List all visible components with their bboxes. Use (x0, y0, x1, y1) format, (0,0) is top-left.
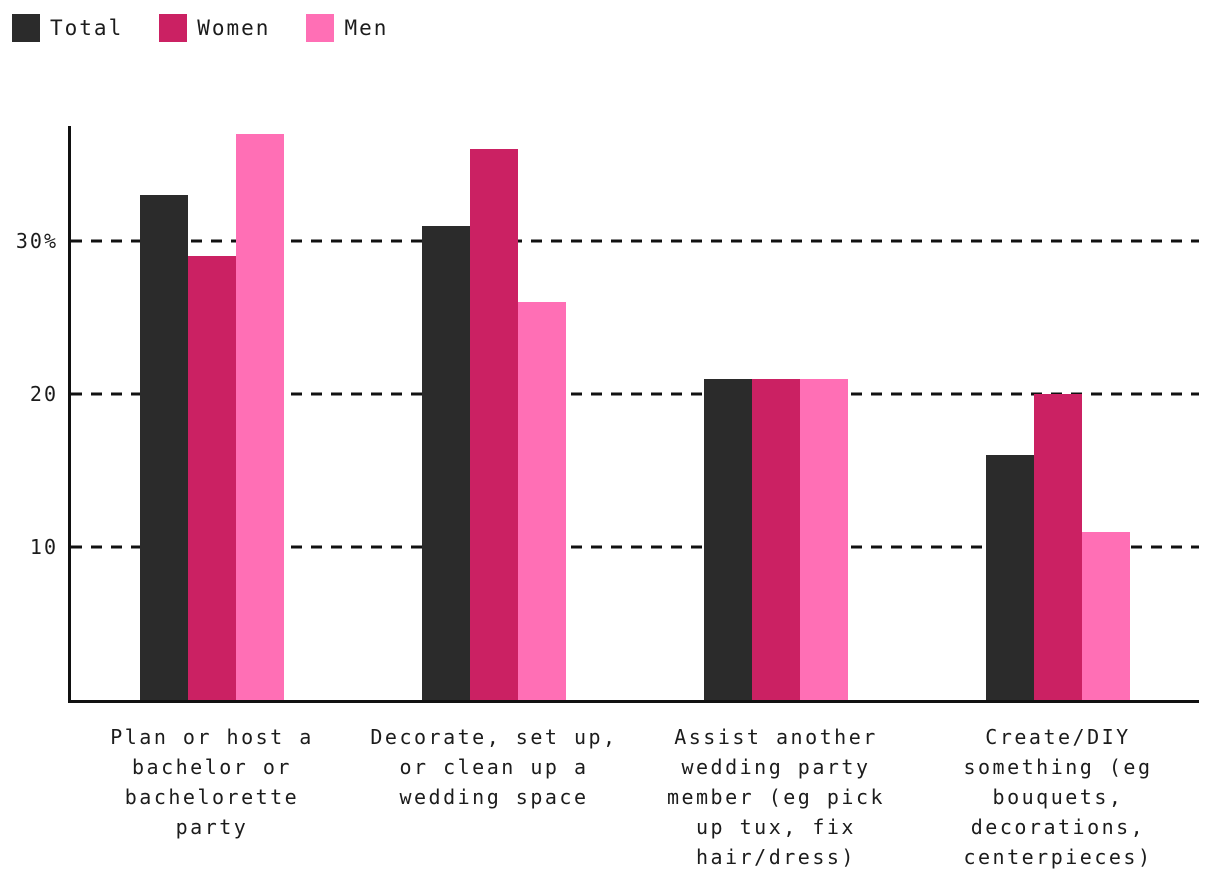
x-label-slot-3: Assist another wedding party member (eg … (635, 722, 917, 872)
legend-item-men: Men (306, 14, 388, 42)
x-axis-label: Plan or host a bachelor or bachelorette … (110, 725, 314, 839)
legend-item-total: Total (12, 14, 123, 42)
legend-label: Women (197, 16, 271, 40)
x-axis-label: Create/DIY something (eg bouquets, decor… (963, 725, 1153, 869)
x-label-slot-1: Plan or host a bachelor or bachelorette … (71, 722, 353, 872)
bar-group-2 (353, 126, 635, 700)
legend-swatch-men (306, 14, 335, 42)
bar-women (1034, 393, 1082, 700)
bar-group-1 (71, 126, 353, 700)
legend-swatch-total (12, 14, 40, 42)
legend-item-women: Women (159, 14, 270, 42)
bar-total (986, 455, 1034, 700)
y-tick-label-20: 20 (29, 381, 58, 406)
bar-women (752, 378, 800, 700)
gridline-10 (71, 545, 1199, 549)
bar-men (518, 302, 566, 700)
legend-label: Men (344, 16, 389, 40)
x-axis-label: Assist another wedding party member (eg … (666, 725, 886, 869)
legend-label: Total (50, 16, 124, 40)
y-tick-label-30: 30% (15, 228, 58, 253)
bar-total (140, 194, 188, 700)
gridline-30 (71, 239, 1199, 243)
legend: Total Women Men (12, 14, 388, 42)
bar-men (800, 378, 848, 700)
bar-total (422, 225, 470, 700)
x-label-slot-4: Create/DIY something (eg bouquets, decor… (917, 722, 1199, 872)
gridline-20 (71, 392, 1199, 396)
y-tick-label-10: 10 (29, 534, 58, 559)
bar-women (470, 148, 518, 700)
x-label-slot-2: Decorate, set up, or clean up a wedding … (353, 722, 635, 872)
x-axis-label: Decorate, set up, or clean up a wedding … (370, 725, 618, 809)
bar-group-4 (917, 126, 1199, 700)
bar-total (704, 378, 752, 700)
bar-men (1082, 531, 1130, 700)
bar-women (188, 256, 236, 700)
x-axis-labels: Plan or host a bachelor or bachelorette … (71, 722, 1199, 872)
bar-men (236, 133, 284, 700)
bar-group-3 (635, 126, 917, 700)
bar-groups (71, 126, 1199, 700)
legend-swatch-women (159, 14, 188, 42)
plot-area: Plan or host a bachelor or bachelorette … (16, 126, 1199, 869)
